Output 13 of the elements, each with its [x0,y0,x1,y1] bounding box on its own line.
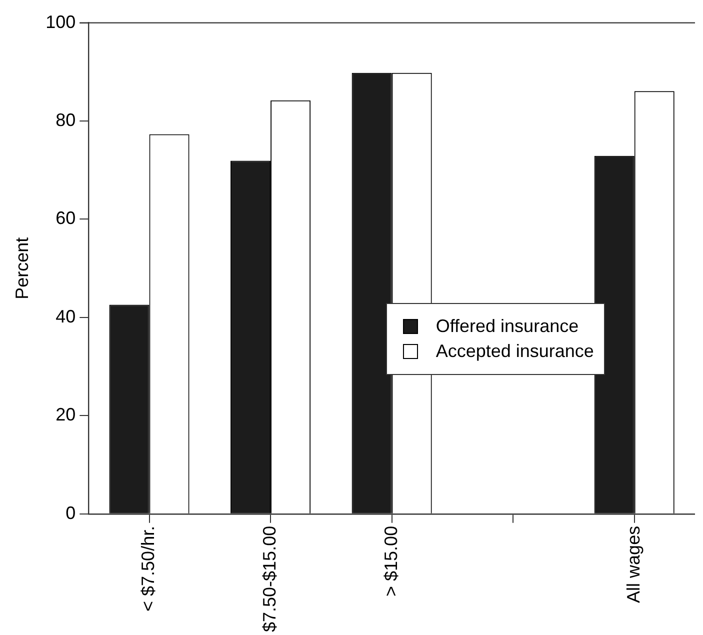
y-tick-label: 20 [56,404,76,425]
y-tick-label: 40 [56,306,76,326]
x-tick-label: $7.50-$15.00 [260,526,280,632]
x-tick-label: < $7.50/hr. [138,526,158,612]
y-tick-label: 60 [56,208,76,228]
series-label: Accepted insurance [436,340,594,363]
x-tick-label: All wages [623,526,644,603]
x-tick-label: > $15.00 [380,526,401,596]
y-tick-label: 100 [46,12,76,32]
y-tick-label: 80 [56,110,76,130]
y-axis-title: Percent [12,237,32,300]
legend-label: Offered insurance [436,314,579,338]
y-tick-label: 0 [66,502,76,523]
